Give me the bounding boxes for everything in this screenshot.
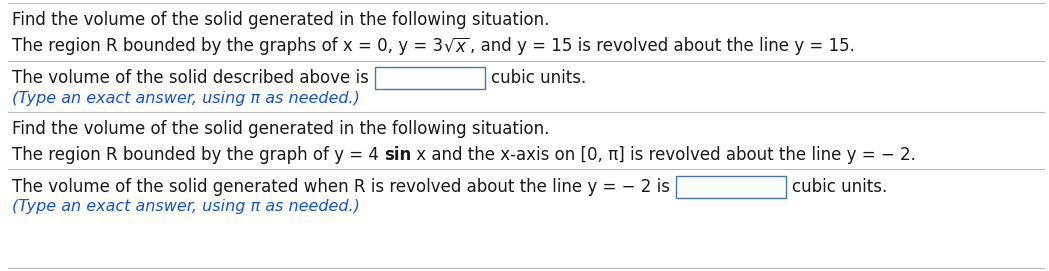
Text: $\sqrt{x}$: $\sqrt{x}$ bbox=[443, 37, 470, 55]
Text: x and the x-axis on [0, π] is revolved about the line y = − 2.: x and the x-axis on [0, π] is revolved a… bbox=[411, 146, 916, 164]
Text: cubic units.: cubic units. bbox=[491, 69, 586, 87]
Text: sin: sin bbox=[384, 146, 411, 164]
Bar bbox=[676, 176, 786, 198]
Text: The region R bounded by the graphs of x = 0, y = 3: The region R bounded by the graphs of x … bbox=[12, 37, 443, 55]
Text: , and y = 15 is revolved about the line y = 15.: , and y = 15 is revolved about the line … bbox=[470, 37, 855, 55]
Text: Find the volume of the solid generated in the following situation.: Find the volume of the solid generated i… bbox=[12, 120, 550, 138]
Text: Find the volume of the solid generated in the following situation.: Find the volume of the solid generated i… bbox=[12, 11, 550, 29]
Text: cubic units.: cubic units. bbox=[792, 178, 887, 196]
Text: The volume of the solid described above is: The volume of the solid described above … bbox=[12, 69, 369, 87]
Bar bbox=[374, 67, 485, 89]
Text: (Type an exact answer, using π as needed.): (Type an exact answer, using π as needed… bbox=[12, 199, 360, 215]
Text: (Type an exact answer, using π as needed.): (Type an exact answer, using π as needed… bbox=[12, 91, 360, 105]
Text: The region R bounded by the graph of y = 4: The region R bounded by the graph of y =… bbox=[12, 146, 384, 164]
Text: The volume of the solid generated when R is revolved about the line y = − 2 is: The volume of the solid generated when R… bbox=[12, 178, 670, 196]
